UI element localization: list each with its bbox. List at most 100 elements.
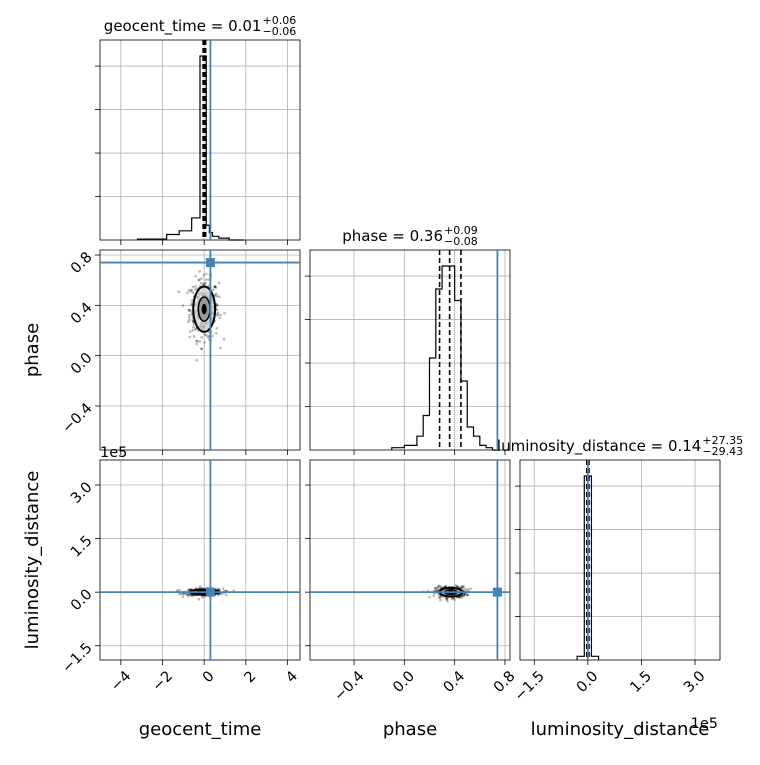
scatter-point bbox=[435, 587, 438, 590]
scatter-point bbox=[188, 313, 191, 317]
scatter-point bbox=[198, 340, 202, 343]
scatter-point bbox=[181, 304, 185, 307]
scatter-point bbox=[187, 288, 191, 292]
scatter-point bbox=[213, 293, 217, 297]
scatter-point bbox=[218, 592, 222, 596]
scatter-point bbox=[222, 337, 226, 341]
scatter-point bbox=[215, 314, 219, 317]
scatter-point bbox=[219, 346, 222, 350]
scatter-point bbox=[444, 596, 448, 600]
scatter-point bbox=[213, 285, 217, 288]
scatter-point bbox=[191, 285, 195, 289]
scatter-point bbox=[203, 282, 207, 286]
scatter-point bbox=[190, 288, 193, 292]
scatter-point bbox=[211, 288, 215, 292]
scatter-point bbox=[204, 278, 208, 281]
y-offset-label: 1e5 bbox=[100, 445, 127, 461]
scatter-point bbox=[463, 587, 467, 591]
scatter-point bbox=[439, 598, 442, 602]
scatter-point bbox=[179, 592, 183, 596]
scatter-point bbox=[187, 320, 190, 324]
scatter-point bbox=[207, 278, 210, 281]
scatter-point bbox=[192, 325, 195, 329]
x-tick-label: 4 bbox=[283, 668, 301, 686]
scatter-point bbox=[198, 278, 201, 282]
scatter-point bbox=[206, 335, 210, 339]
scatter-point bbox=[186, 291, 189, 295]
scatter-point bbox=[177, 290, 181, 294]
x-tick-label: 0.0 bbox=[574, 668, 602, 696]
scatter-point bbox=[200, 335, 203, 339]
scatter-point bbox=[437, 596, 441, 599]
scatter-point bbox=[215, 327, 219, 330]
scatter-point bbox=[198, 584, 202, 588]
scatter-point bbox=[188, 308, 191, 312]
scatter-point bbox=[445, 598, 449, 601]
y-tick-label: −1.5 bbox=[59, 640, 95, 676]
scatter-point bbox=[216, 312, 219, 316]
x-tick-label: −4 bbox=[108, 668, 134, 694]
scatter-point bbox=[205, 333, 208, 337]
title-main: phase = 0.36 bbox=[342, 227, 443, 245]
panel-hist-vs-phase bbox=[305, 249, 511, 455]
panel-luminosity_distance-vs-phase bbox=[305, 459, 511, 665]
scatter-point bbox=[213, 285, 217, 288]
scatter-point bbox=[469, 587, 472, 590]
x-tick-label: 3.0 bbox=[681, 668, 709, 696]
panel-phase-vs-geocent_time bbox=[95, 249, 301, 455]
panel-frame bbox=[99, 39, 301, 241]
scatter-point bbox=[446, 597, 449, 600]
scatter-point bbox=[190, 303, 193, 307]
scatter-point bbox=[187, 593, 190, 597]
x-tick-label: 0 bbox=[200, 668, 218, 686]
scatter-point bbox=[216, 311, 220, 314]
scatter-point bbox=[191, 319, 195, 323]
scatter-point bbox=[439, 594, 442, 598]
scatter-point bbox=[211, 334, 214, 338]
scatter-point bbox=[197, 278, 201, 282]
panel-frame bbox=[309, 459, 511, 661]
scatter-point bbox=[457, 596, 461, 599]
panel-title-geocent_time: geocent_time = 0.01 +0.06−0.06 bbox=[104, 14, 296, 38]
scatter-point bbox=[454, 584, 458, 587]
title-upper: +0.09 bbox=[444, 224, 478, 237]
scatter-point bbox=[466, 587, 469, 591]
scatter-point bbox=[203, 341, 206, 344]
truth-marker bbox=[205, 587, 215, 597]
x-tick-label: 0.0 bbox=[390, 668, 418, 696]
scatter-point bbox=[201, 595, 204, 599]
scatter-point bbox=[197, 598, 201, 601]
scatter-point bbox=[187, 594, 190, 598]
title-upper: +0.06 bbox=[262, 14, 296, 27]
y-axis-label-phase: phase bbox=[22, 323, 43, 377]
scatter-point bbox=[176, 589, 179, 592]
scatter-point bbox=[461, 586, 464, 589]
scatter-point bbox=[195, 339, 199, 343]
x-tick-label: −0.4 bbox=[331, 668, 367, 704]
scatter-point bbox=[215, 304, 219, 307]
panel-frame bbox=[99, 249, 301, 451]
scatter-point bbox=[189, 330, 192, 333]
scatter-point bbox=[204, 281, 207, 285]
scatter-point bbox=[433, 586, 437, 590]
scatter-point bbox=[201, 283, 205, 287]
scatter-point bbox=[178, 588, 181, 592]
scatter-point bbox=[181, 595, 185, 598]
scatter-points bbox=[177, 270, 226, 362]
scatter-point bbox=[217, 588, 221, 591]
truth-marker bbox=[492, 587, 502, 597]
scatter-point bbox=[194, 327, 198, 330]
scatter-point bbox=[213, 294, 217, 298]
scatter-point bbox=[187, 588, 190, 592]
scatter-point bbox=[199, 281, 203, 285]
x-tick-label: −2 bbox=[150, 668, 176, 694]
title-lower: −0.06 bbox=[262, 25, 296, 38]
scatter-point bbox=[438, 596, 442, 599]
x-tick-label: −1.5 bbox=[512, 668, 548, 704]
y-tick-label: 0.0 bbox=[68, 350, 96, 378]
scatter-point bbox=[432, 594, 436, 598]
scatter-point bbox=[453, 598, 456, 601]
scatter-point bbox=[465, 593, 469, 597]
